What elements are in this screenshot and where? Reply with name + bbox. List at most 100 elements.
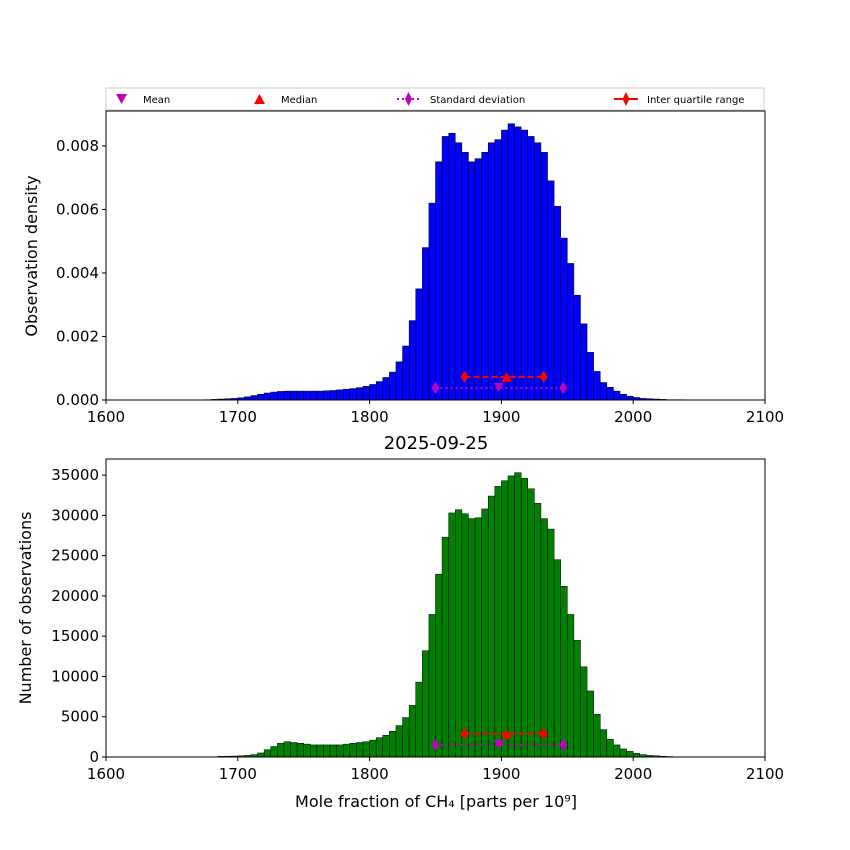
density-y-tick-label: 0.004 (56, 264, 99, 282)
count-bar (316, 744, 324, 758)
count-bar (586, 690, 594, 758)
count-bar (349, 743, 357, 758)
density-bar (514, 126, 522, 401)
count-bar (342, 743, 351, 758)
density-q3-marker (539, 370, 548, 383)
count-x-tick-label: 2000 (614, 765, 652, 783)
density-y-ticks: 0.000 0.002 0.004 0.006 0.008 (56, 137, 106, 409)
density-bar (613, 390, 621, 401)
density-bar (534, 142, 542, 401)
density-std-high-marker (559, 381, 568, 394)
count-x-tick-label: 1600 (87, 765, 125, 783)
count-bar (474, 517, 482, 758)
density-bar (547, 180, 555, 401)
count-y-tick-label: 20000 (51, 587, 99, 605)
count-bar (270, 746, 278, 758)
density-bar (580, 323, 588, 401)
density-bar (428, 202, 436, 401)
count-bar (448, 512, 456, 758)
count-axes-frame (105, 458, 766, 758)
density-bar (349, 388, 357, 401)
density-y-axis-label: Observation density (22, 175, 41, 336)
count-bar (487, 495, 496, 758)
count-x-tick-label: 1900 (482, 765, 520, 783)
density-bars (204, 123, 706, 401)
density-bar (389, 371, 397, 401)
legend-iqr-label: Inter quartile range (647, 95, 744, 106)
density-y-tick-label: 0.008 (56, 137, 99, 155)
density-bar (540, 152, 548, 401)
density-bar (619, 394, 627, 401)
count-bar (580, 666, 588, 758)
density-bar (553, 206, 561, 401)
density-bar (455, 142, 463, 401)
density-x-tick-label: 2000 (614, 408, 652, 426)
density-bar (257, 394, 265, 401)
count-bar (263, 749, 272, 758)
density-bar (250, 395, 258, 401)
count-bar (540, 518, 548, 758)
count-bar (336, 744, 344, 758)
count-bar (632, 753, 641, 758)
density-bar (448, 132, 456, 401)
density-bar (481, 152, 489, 401)
density-mean-marker (493, 382, 504, 392)
count-bar (520, 478, 529, 758)
count-q1-marker (460, 727, 469, 740)
count-bar (408, 705, 416, 758)
count-bar (573, 639, 581, 758)
density-bar (329, 390, 337, 401)
count-bar (283, 741, 291, 758)
density-bar (277, 391, 285, 401)
count-x-axis-label: Mole fraction of CH₄ [parts per 10⁹] (295, 792, 577, 811)
count-y-axis-label: Number of observations (16, 512, 35, 705)
mean-marker-icon (116, 94, 127, 104)
count-bar (626, 751, 634, 758)
count-bar (389, 730, 397, 758)
count-std-low-marker (431, 738, 440, 751)
density-bar (290, 390, 298, 401)
density-bar (487, 142, 496, 401)
density-bar (560, 237, 568, 401)
count-bar (461, 513, 469, 758)
density-bar (461, 152, 469, 401)
count-x-ticks: 1600 1700 1800 1900 2000 2100 (87, 757, 784, 783)
count-bars (217, 472, 680, 758)
count-y-tick-label: 35000 (51, 466, 99, 484)
density-bar (296, 390, 304, 401)
density-bar (310, 390, 318, 401)
density-bar (263, 392, 272, 401)
count-y-tick-label: 30000 (51, 506, 99, 524)
density-y-tick-label: 0.000 (56, 391, 99, 409)
density-bar (336, 389, 344, 401)
density-bar (415, 288, 423, 401)
count-bar (303, 743, 311, 758)
density-bar (600, 382, 608, 401)
count-bar (362, 741, 370, 758)
density-bar (303, 390, 311, 401)
density-x-tick-label: 1600 (87, 408, 125, 426)
density-statistics (431, 370, 568, 394)
density-x-ticks: 1600 1700 1800 1900 2000 2100 (87, 400, 784, 426)
density-bar (586, 352, 594, 401)
density-bar (356, 387, 364, 401)
count-bar (428, 614, 436, 758)
density-bar (468, 161, 476, 401)
density-bar (283, 390, 291, 401)
density-bar (369, 384, 377, 401)
count-bar (534, 503, 542, 758)
count-y-ticks: 0 5000 10000 15000 20000 25000 30000 35000 (51, 466, 106, 766)
density-bar (395, 361, 403, 401)
count-bar (310, 744, 318, 758)
count-bar (514, 472, 522, 758)
count-bar (613, 744, 621, 758)
density-bar (402, 345, 410, 401)
count-y-tick-label: 0 (89, 748, 99, 766)
density-std-low-marker (431, 381, 440, 394)
count-bar (527, 488, 535, 758)
count-statistics (431, 727, 568, 751)
density-x-tick-label: 1900 (482, 408, 520, 426)
count-bar (441, 536, 449, 758)
count-median-marker (501, 728, 512, 739)
